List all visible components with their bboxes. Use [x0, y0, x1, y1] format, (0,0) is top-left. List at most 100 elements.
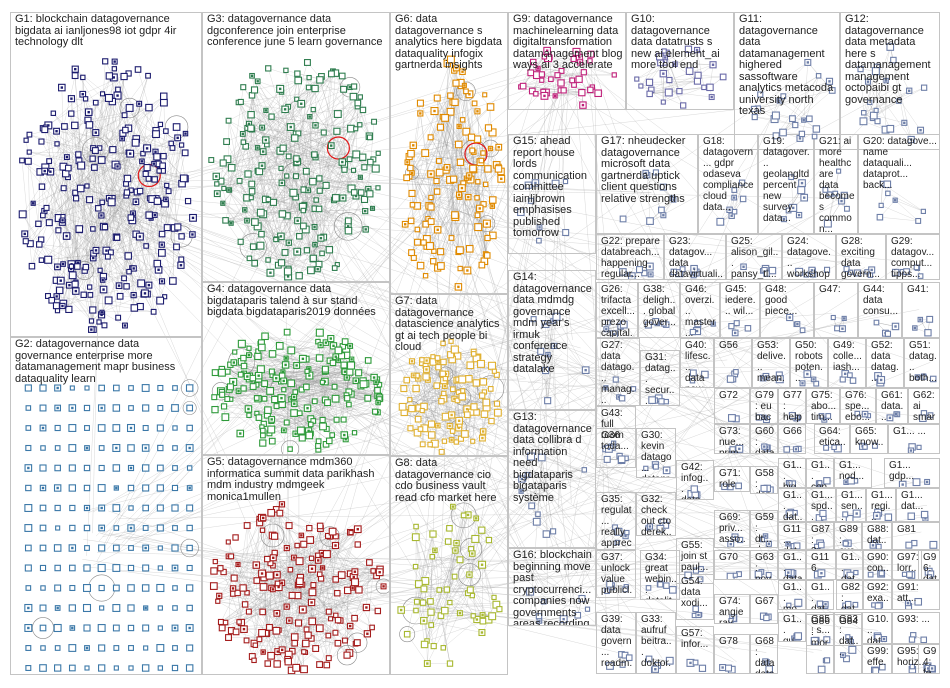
node-core	[262, 516, 265, 520]
edge	[622, 172, 657, 220]
node	[258, 343, 266, 352]
node	[451, 98, 459, 107]
node-core	[112, 76, 115, 79]
node	[449, 386, 456, 393]
node-core	[351, 586, 354, 590]
edge	[827, 171, 839, 224]
node-core	[806, 61, 810, 64]
node	[420, 640, 429, 649]
node	[84, 665, 90, 671]
edge	[557, 72, 584, 76]
edge	[360, 96, 370, 137]
node-core	[310, 567, 314, 570]
node	[319, 416, 326, 424]
edge	[426, 619, 489, 642]
node-core	[164, 198, 168, 201]
node-core	[732, 196, 736, 199]
node-core	[673, 63, 677, 66]
node-core	[113, 60, 116, 63]
group-label: G47:	[819, 284, 841, 295]
group-nodes	[795, 266, 831, 278]
node	[127, 444, 135, 452]
node-core	[644, 171, 647, 175]
node-core	[74, 289, 78, 293]
node	[251, 259, 259, 267]
node-core	[800, 181, 804, 185]
node	[292, 663, 301, 672]
node-core	[341, 196, 345, 200]
node-core	[443, 384, 446, 388]
node-core	[742, 265, 745, 268]
edge	[92, 192, 904, 262]
edge	[425, 391, 821, 472]
node	[142, 170, 149, 178]
group-nodes	[891, 264, 924, 279]
node	[69, 584, 76, 592]
edge	[261, 220, 298, 235]
edge	[78, 154, 134, 214]
node	[364, 357, 372, 364]
edge	[254, 225, 304, 264]
node-core	[116, 165, 119, 168]
edge	[285, 109, 345, 170]
edge	[440, 615, 451, 664]
edge	[453, 70, 455, 180]
edge	[544, 91, 548, 585]
node-core	[469, 178, 472, 181]
edge	[215, 356, 336, 373]
node	[289, 188, 298, 197]
node	[439, 370, 447, 378]
group-label: G11: datagovernance data datamanagement …	[739, 13, 837, 117]
node	[172, 123, 181, 131]
edge	[215, 372, 264, 436]
node	[370, 568, 376, 574]
node-core	[261, 650, 265, 654]
node	[68, 664, 76, 672]
node	[311, 398, 318, 405]
group-g23: G23: datagov... data datavirtuali...	[664, 234, 726, 280]
node	[878, 202, 884, 209]
edge	[223, 136, 370, 164]
node	[276, 509, 284, 517]
edge	[251, 80, 299, 130]
node	[99, 199, 105, 206]
node	[221, 185, 227, 192]
node-core	[56, 406, 59, 410]
edge	[29, 151, 167, 186]
group-label: G23: datagov... data datavirtuali...	[669, 236, 723, 280]
node-core	[475, 618, 479, 621]
node	[331, 194, 340, 202]
edge	[436, 191, 461, 251]
edge	[287, 157, 363, 277]
node	[315, 354, 324, 362]
edge	[448, 394, 911, 602]
group-label: G8: data datagovernance cio cdo business…	[395, 457, 497, 504]
node	[329, 432, 335, 438]
node	[421, 149, 430, 157]
node	[128, 385, 134, 391]
self-loop	[32, 617, 54, 639]
edge	[575, 51, 847, 367]
node	[41, 126, 49, 134]
node	[414, 580, 423, 588]
node	[153, 153, 161, 161]
node	[374, 387, 381, 394]
edge	[113, 569, 555, 598]
node	[309, 177, 317, 186]
edge	[153, 217, 194, 312]
edge	[108, 187, 550, 602]
node	[217, 177, 225, 185]
node	[222, 619, 229, 626]
edge	[439, 89, 586, 187]
edge	[75, 191, 169, 292]
edge	[411, 252, 488, 256]
node-core	[578, 56, 581, 59]
node-core	[231, 587, 235, 590]
node	[259, 527, 266, 533]
node	[105, 72, 114, 80]
node-core	[348, 624, 352, 628]
edge	[481, 564, 495, 598]
node	[142, 525, 149, 531]
node	[71, 121, 79, 130]
self-loop	[180, 538, 199, 558]
